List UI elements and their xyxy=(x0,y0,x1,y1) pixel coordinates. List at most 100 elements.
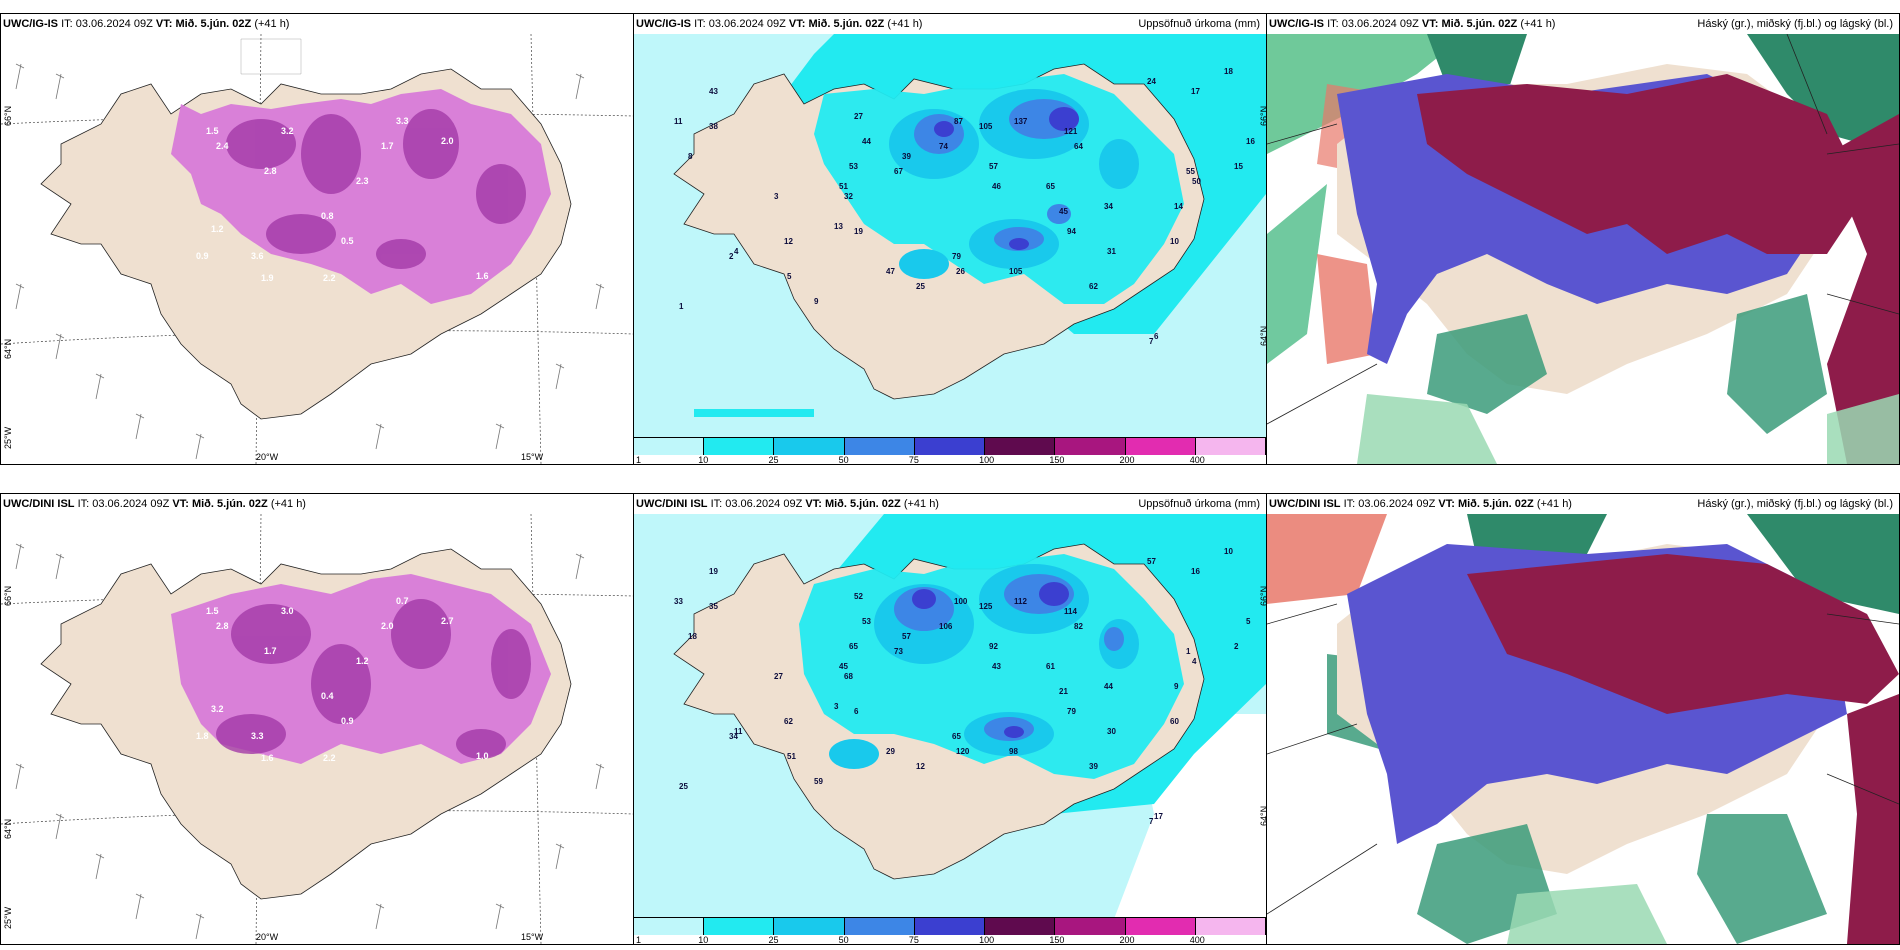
precip-value-label: 18 xyxy=(1224,67,1233,76)
wind-value-label: 3.3 xyxy=(396,116,409,126)
wind-value-label: 3.2 xyxy=(281,126,294,136)
colorbar-tick: 25 xyxy=(768,935,779,945)
colorbar-tick: 400 xyxy=(1189,935,1205,945)
colorbar-tick: 50 xyxy=(838,935,849,945)
precip-value-label: 18 xyxy=(688,632,697,641)
lat-66-label: 66°N xyxy=(3,105,13,126)
colorbar-tick: 100 xyxy=(979,455,995,465)
lat-66-label: 66°N xyxy=(1259,585,1267,606)
colorbar-tick: 150 xyxy=(1049,455,1065,465)
wind-barbs xyxy=(15,63,605,460)
precip-value-label: 19 xyxy=(854,227,863,236)
precip-value-label: 38 xyxy=(709,122,718,131)
precip-value-label: 92 xyxy=(989,642,998,651)
precip-value-label: 34 xyxy=(1104,202,1113,211)
precip-value-label: 57 xyxy=(902,632,911,641)
colorbar-swatch xyxy=(774,918,845,935)
precip-value-label: 53 xyxy=(862,617,871,626)
wind-value-label: 1.7 xyxy=(264,646,277,656)
precip-value-label: 14 xyxy=(1174,202,1183,211)
precip-value-label: 52 xyxy=(854,592,863,601)
precip-value-label: 105 xyxy=(979,122,993,131)
cloud-panel-row2: UWC/DINI ISL IT: 03.06.2024 09Z VT: Mið.… xyxy=(1266,493,1900,945)
wind-panel-row1: UWC/IG-IS IT: 03.06.2024 09Z VT: Mið. 5.… xyxy=(0,13,634,465)
precip-value-label: 1 xyxy=(679,302,684,311)
precip-value-label: 43 xyxy=(709,87,718,96)
colorbar-swatch xyxy=(634,918,705,935)
wind-value-label: 0.4 xyxy=(321,691,334,701)
lat-64-label: 64°N xyxy=(3,818,13,839)
wind-header-row1: UWC/IG-IS IT: 03.06.2024 09Z VT: Mið. 5.… xyxy=(3,18,290,30)
precip-value-label: 9 xyxy=(814,297,819,306)
precip-value-label: 67 xyxy=(894,167,903,176)
precip-value-label: 74 xyxy=(939,142,948,151)
precip-colorbar: 1 10 25 50 75 100 150 200 400 xyxy=(634,917,1266,944)
precip-title: Uppsöfnuð úrkoma (mm) xyxy=(1138,18,1260,30)
colorbar-tick: 200 xyxy=(1119,455,1135,465)
colorbar-tick: 100 xyxy=(979,935,995,945)
precip-colorbar: 1 10 25 50 75 100 150 200 400 xyxy=(634,437,1266,464)
precip-value-label: 2 xyxy=(729,252,734,261)
wind-value-label: 3.6 xyxy=(251,251,264,261)
precip-value-label: 8 xyxy=(688,152,693,161)
precip-value-label: 61 xyxy=(1046,662,1055,671)
precip-title: Uppsöfnuð úrkoma (mm) xyxy=(1138,498,1260,510)
precip-value-label: 3 xyxy=(774,192,779,201)
precip-value-label: 64 xyxy=(1074,142,1083,151)
wind-value-labels: 1.5 2.8 3.0 1.7 2.0 0.4 3.3 1.6 2.2 1.0 0.9 1.2 0.7 3… xyxy=(196,596,489,763)
precip-value-label: 68 xyxy=(844,672,853,681)
wind-value-label: 2.8 xyxy=(216,621,229,631)
lat-64-label: 64°N xyxy=(1259,805,1267,826)
precip-value-label: 60 xyxy=(1170,717,1179,726)
precip-value-label: 65 xyxy=(1046,182,1055,191)
cloud-map-row1 xyxy=(1267,34,1899,464)
precip-value-label: 10 xyxy=(1170,237,1179,246)
cloud-map-row2 xyxy=(1267,514,1899,944)
precip-value-label: 125 xyxy=(979,602,993,611)
cloud-header-row2: UWC/DINI ISL IT: 03.06.2024 09Z VT: Mið.… xyxy=(1269,498,1572,510)
precip-value-label: 34 xyxy=(729,732,738,741)
precip-value-label: 62 xyxy=(1089,282,1098,291)
colorbar-swatch xyxy=(985,438,1056,455)
precip-value-label: 57 xyxy=(989,162,998,171)
precip-value-label: 9 xyxy=(1174,682,1179,691)
colorbar-swatch xyxy=(844,438,915,455)
colorbar-tick: 75 xyxy=(908,935,919,945)
colorbar-tick: 75 xyxy=(908,455,919,465)
wind-value-label: 2.2 xyxy=(323,753,336,763)
lon-15-label: 15°W xyxy=(521,932,544,942)
precip-value-label: 114 xyxy=(1064,607,1077,616)
precip-value-label: 120 xyxy=(956,747,970,756)
lon-20-label: 20°W xyxy=(256,452,279,462)
precip-value-label: 21 xyxy=(1059,687,1068,696)
wind-value-label: 2.7 xyxy=(441,616,454,626)
precip-value-label: 17 xyxy=(1154,812,1163,821)
wind-value-label: 0.9 xyxy=(341,716,354,726)
colorbar-tick: 10 xyxy=(698,455,709,465)
wind-value-label: 0.7 xyxy=(396,596,409,606)
precip-value-label: 10 xyxy=(1224,547,1233,556)
lon-25-label: 25°W xyxy=(3,906,13,929)
precip-value-label: 17 xyxy=(1191,87,1200,96)
precip-value-label: 16 xyxy=(1246,137,1255,146)
lon-15-label: 15°W xyxy=(521,452,544,462)
precip-value-label: 3 xyxy=(834,702,839,711)
precip-value-label: 6 xyxy=(1154,332,1159,341)
precip-value-label: 15 xyxy=(1234,162,1243,171)
precip-value-label: 7 xyxy=(1149,337,1154,346)
wind-value-label: 2.2 xyxy=(323,273,336,283)
precip-value-label: 65 xyxy=(849,642,858,651)
precip-panel-row2: UWC/DINI ISL IT: 03.06.2024 09Z VT: Mið.… xyxy=(633,493,1267,945)
precip-value-label: 112 xyxy=(1014,597,1027,606)
colorbar-swatch xyxy=(844,918,915,935)
colorbar-swatch xyxy=(1055,438,1126,455)
precip-value-label: 11 xyxy=(674,117,683,126)
precip-value-label: 65 xyxy=(952,732,961,741)
lat-66-label: 66°N xyxy=(3,585,13,606)
precip-value-label: 50 xyxy=(1192,177,1201,186)
wind-value-label: 3.0 xyxy=(281,606,294,616)
precip-value-label: 31 xyxy=(1107,247,1116,256)
precip-value-label: 100 xyxy=(954,597,968,606)
